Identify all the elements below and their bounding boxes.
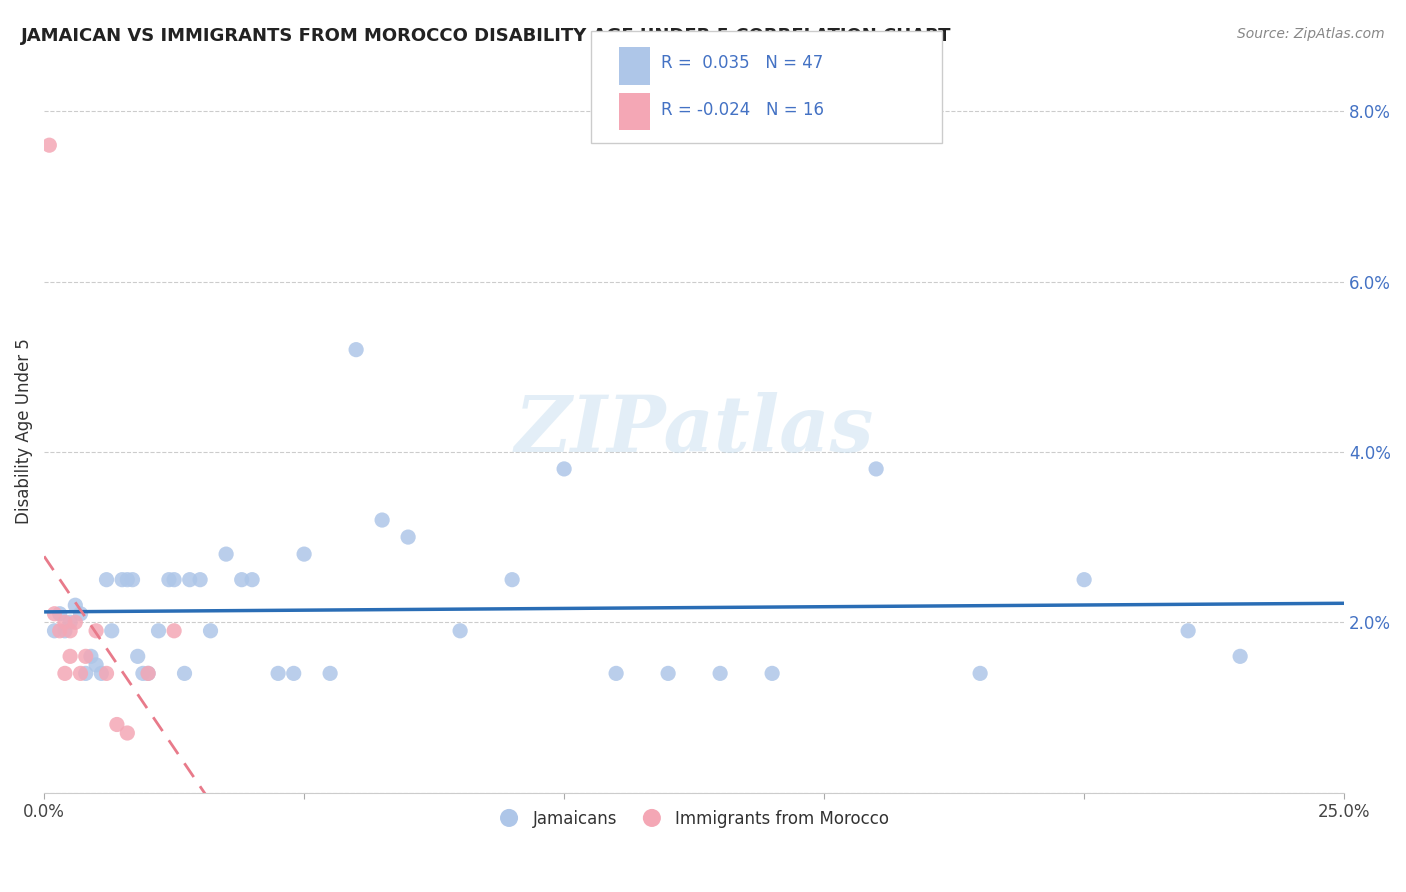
Point — [605, 666, 627, 681]
Point — [709, 666, 731, 681]
Point — [48, 607, 70, 621]
Point — [65, 615, 87, 630]
Point — [53, 615, 76, 630]
Point — [136, 666, 159, 681]
Point — [117, 573, 139, 587]
Point — [173, 666, 195, 681]
Point — [59, 649, 82, 664]
Point — [396, 530, 419, 544]
Point — [53, 624, 76, 638]
Point — [449, 624, 471, 638]
Point — [75, 666, 97, 681]
Point — [1229, 649, 1251, 664]
Point — [501, 573, 523, 587]
Point — [136, 666, 159, 681]
Point — [100, 624, 122, 638]
Point — [267, 666, 290, 681]
Legend: Jamaicans, Immigrants from Morocco: Jamaicans, Immigrants from Morocco — [492, 804, 896, 835]
Point — [188, 573, 211, 587]
Point — [48, 624, 70, 638]
Point — [44, 624, 66, 638]
Point — [96, 573, 118, 587]
Text: ZIPatlas: ZIPatlas — [515, 392, 873, 469]
Point — [969, 666, 991, 681]
Text: Source: ZipAtlas.com: Source: ZipAtlas.com — [1237, 27, 1385, 41]
Point — [1177, 624, 1199, 638]
Y-axis label: Disability Age Under 5: Disability Age Under 5 — [15, 338, 32, 524]
Point — [231, 573, 253, 587]
Point — [163, 573, 186, 587]
Point — [240, 573, 263, 587]
Point — [148, 624, 170, 638]
Point — [761, 666, 783, 681]
Point — [215, 547, 238, 561]
Point — [96, 666, 118, 681]
Point — [75, 649, 97, 664]
Point — [44, 607, 66, 621]
Point — [371, 513, 394, 527]
Point — [657, 666, 679, 681]
Point — [179, 573, 201, 587]
Point — [553, 462, 575, 476]
Point — [319, 666, 342, 681]
Point — [69, 666, 91, 681]
Point — [105, 717, 128, 731]
Point — [80, 649, 103, 664]
Point — [283, 666, 305, 681]
Point — [38, 138, 60, 153]
Point — [65, 599, 87, 613]
Point — [59, 615, 82, 630]
Point — [59, 624, 82, 638]
Point — [292, 547, 315, 561]
Point — [69, 607, 91, 621]
Text: R = -0.024   N = 16: R = -0.024 N = 16 — [661, 101, 824, 119]
Point — [163, 624, 186, 638]
Point — [53, 666, 76, 681]
Point — [865, 462, 887, 476]
Point — [1073, 573, 1095, 587]
Point — [90, 666, 112, 681]
Point — [157, 573, 180, 587]
Point — [344, 343, 367, 357]
Point — [127, 649, 149, 664]
Point — [84, 624, 107, 638]
Point — [200, 624, 222, 638]
Point — [84, 657, 107, 672]
Point — [132, 666, 155, 681]
Text: R =  0.035   N = 47: R = 0.035 N = 47 — [661, 54, 823, 72]
Point — [117, 726, 139, 740]
Point — [111, 573, 134, 587]
Point — [121, 573, 143, 587]
Text: JAMAICAN VS IMMIGRANTS FROM MOROCCO DISABILITY AGE UNDER 5 CORRELATION CHART: JAMAICAN VS IMMIGRANTS FROM MOROCCO DISA… — [21, 27, 952, 45]
